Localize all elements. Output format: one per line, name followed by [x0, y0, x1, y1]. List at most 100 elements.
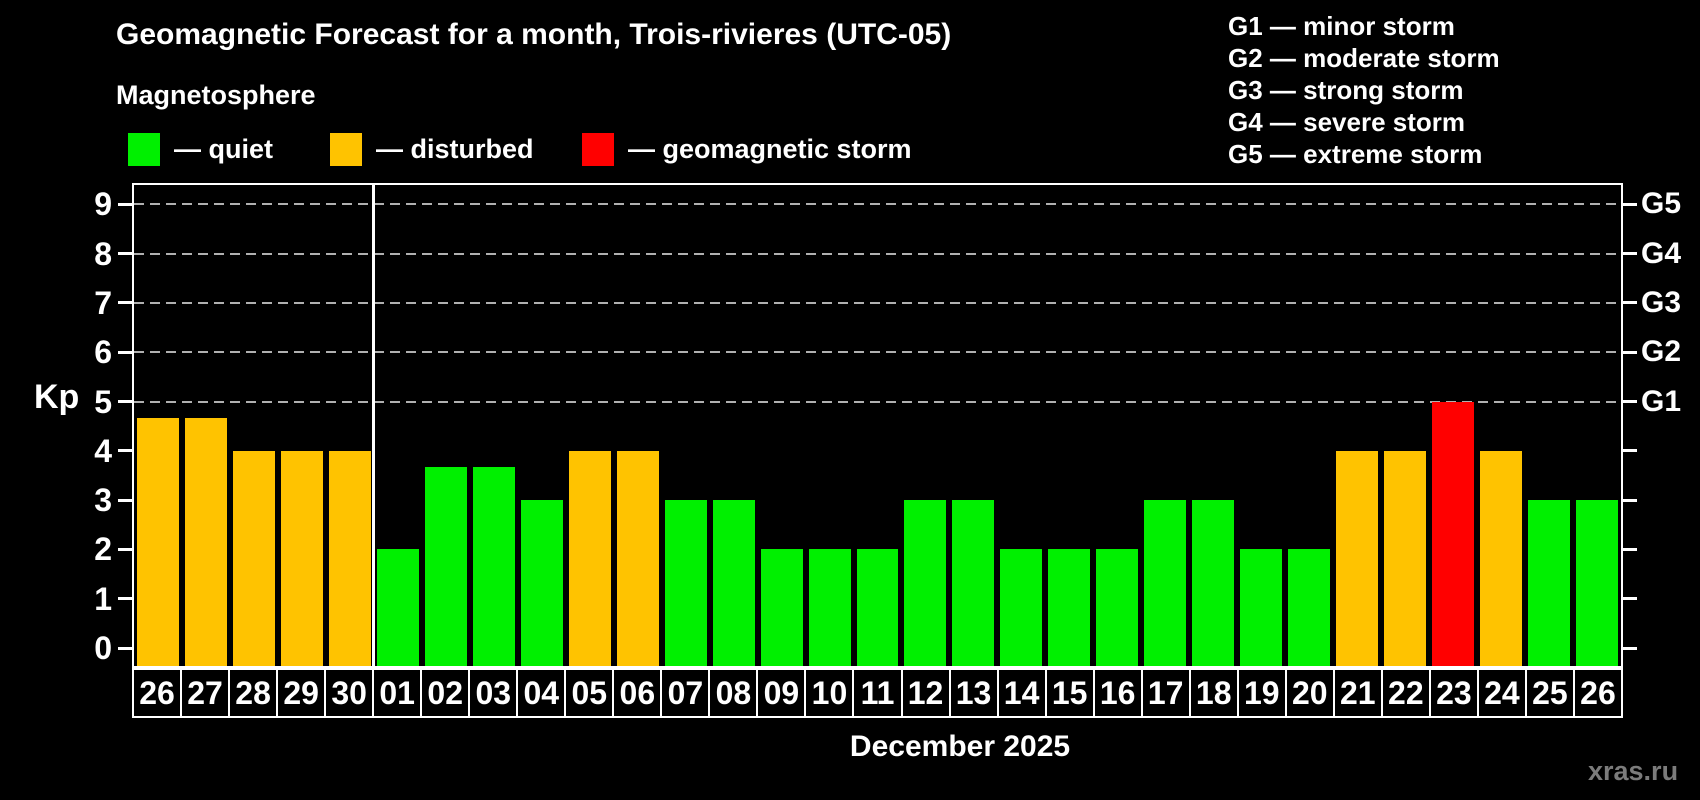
kp-bar-day-10	[808, 549, 851, 666]
x-tick-label: 01	[374, 670, 423, 716]
kp-bar-day-26	[1576, 500, 1618, 666]
legend-label-storm: — geomagnetic storm	[628, 133, 912, 164]
right-axis-tick	[1623, 350, 1637, 354]
x-tick-label: 26	[1580, 674, 1616, 711]
x-tick-label: 13	[951, 670, 999, 716]
x-tick-label: 29	[278, 670, 327, 716]
y-tick-label: 8	[94, 235, 112, 272]
y-tick-label: 3	[94, 482, 112, 519]
x-tick-label: 14	[999, 670, 1047, 716]
kp-bar-day-29	[280, 450, 323, 666]
x-tick-label: 20	[1287, 670, 1335, 716]
y-tick-label: 1	[94, 580, 112, 617]
x-tick-label: 06	[614, 670, 663, 716]
gridline-g1	[134, 400, 1621, 403]
x-tick-label: 19	[1239, 670, 1287, 716]
g3-legend-line: G3 — strong storm	[1228, 75, 1464, 105]
x-tick-label: 08	[710, 670, 759, 716]
kp-bar-day-27	[184, 417, 227, 666]
g-scale-tick-label: G4	[1641, 236, 1682, 270]
x-tick-label: 12	[903, 670, 951, 716]
y-axis-tick	[118, 547, 132, 551]
chart-subtitle: Magnetosphere	[116, 80, 316, 110]
g-scale-tick-label: G1	[1641, 384, 1682, 418]
x-tick-label: 25	[1527, 670, 1575, 716]
right-axis-tick	[1623, 202, 1637, 206]
gridline-g3	[134, 301, 1621, 304]
y-axis-tick	[118, 646, 132, 650]
y-tick-label: 6	[94, 334, 112, 371]
g1-legend-line: G1 — minor storm	[1228, 11, 1455, 41]
y-axis-tick	[118, 449, 132, 453]
x-tick-label: 17	[1143, 670, 1191, 716]
g-scale-tick-label: G2	[1641, 335, 1682, 369]
g-scale-legend: G1 — minor storm G2 — moderate storm G3 …	[1228, 10, 1500, 170]
x-tick-label: 04	[518, 670, 567, 716]
x-tick-label: 26	[134, 670, 183, 716]
x-tick-label: 16	[1095, 670, 1143, 716]
kp-bar-day-21	[1336, 450, 1379, 666]
kp-bar-day-24	[1480, 450, 1523, 666]
kp-bar-day-25	[1528, 500, 1571, 666]
page-title: Geomagnetic Forecast for a month, Trois-…	[116, 18, 952, 51]
g4-legend-line: G4 — severe storm	[1228, 107, 1466, 137]
kp-bar-day-12	[904, 500, 947, 666]
x-tick-label: 05	[566, 670, 615, 716]
legend-item-storm: — geomagnetic storm	[582, 132, 912, 166]
y-axis-tick	[118, 202, 132, 206]
legend-item-quiet: — quiet	[128, 132, 273, 166]
g5-legend-line: G5 — extreme storm	[1228, 139, 1483, 169]
y-axis-tick	[118, 498, 132, 502]
plot-area: 0 1 2 3 4 5 6 7 8 9 G1 G2 G3 G4 G5	[94, 183, 1681, 668]
gridline-g4	[134, 252, 1621, 255]
x-tick-label: 28	[230, 670, 279, 716]
right-axis-tick	[1623, 646, 1637, 650]
legend-label-disturbed: — disturbed	[376, 133, 534, 164]
x-tick-label: 03	[470, 670, 519, 716]
kp-bar-day-02	[424, 467, 467, 666]
kp-bar-day-06	[616, 450, 659, 666]
kp-bar-day-30	[328, 450, 371, 666]
y-tick-label: 5	[94, 383, 112, 420]
x-tick-label: 27	[182, 670, 231, 716]
month-separator-line	[372, 185, 376, 666]
kp-bar-day-08	[712, 500, 755, 666]
x-tick-label: 15	[1047, 670, 1095, 716]
right-axis-tick	[1623, 498, 1637, 502]
g2-legend-line: G2 — moderate storm	[1228, 43, 1500, 73]
kp-bar-day-13	[952, 500, 995, 666]
y-axis-tick	[118, 301, 132, 305]
y-axis-tick	[118, 350, 132, 354]
kp-bar-day-26	[137, 417, 179, 666]
kp-bar-day-20	[1288, 549, 1331, 666]
x-tick-label: 30	[326, 670, 375, 716]
kp-bar-day-11	[856, 549, 899, 666]
x-tick-label: 11	[854, 670, 903, 716]
kp-bar-day-01	[376, 549, 419, 666]
watermark: xras.ru	[1588, 756, 1679, 786]
kp-bar-day-07	[664, 500, 707, 666]
gridline-g2	[134, 351, 1621, 354]
x-tick-label: 21	[1335, 670, 1383, 716]
kp-bar-day-16	[1096, 549, 1139, 666]
kp-bar-day-14	[1000, 549, 1043, 666]
right-axis-tick	[1623, 597, 1637, 601]
kp-bar-day-03	[472, 467, 515, 666]
right-axis-tick	[1623, 449, 1637, 453]
y-tick-label: 9	[94, 186, 112, 223]
x-tick-label: 09	[758, 670, 807, 716]
y-tick-label: 4	[94, 432, 112, 469]
x-axis-title: December 2025	[849, 730, 1071, 763]
x-tick-label: 23	[1431, 670, 1479, 716]
kp-bar-day-05	[568, 450, 611, 666]
kp-bar-day-18	[1192, 500, 1235, 666]
x-axis-day-labels: 26 27 28 29 30 01 02 03 04 05 06 07 08 09 10 11 12 13 14 15…	[132, 668, 1623, 718]
kp-bar-day-15	[1048, 549, 1091, 666]
x-tick-label: 07	[662, 670, 711, 716]
gridline-g5	[134, 203, 1621, 206]
legend-label-quiet: — quiet	[174, 133, 273, 164]
right-axis-tick	[1623, 252, 1637, 256]
x-tick-label: 22	[1383, 670, 1431, 716]
y-axis-tick	[118, 400, 132, 403]
right-axis-tick	[1623, 547, 1637, 551]
